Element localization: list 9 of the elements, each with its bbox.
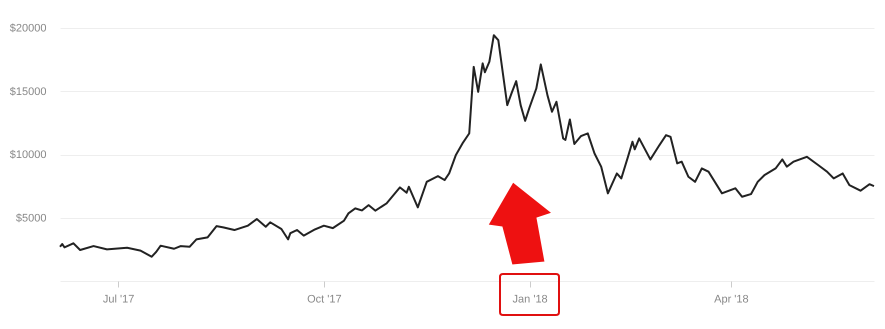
y-tick-label: $10000 xyxy=(10,149,46,161)
y-tick-label: $15000 xyxy=(10,86,46,98)
x-tick-label: Jan '18 xyxy=(512,294,548,306)
x-tick-label: Jul '17 xyxy=(102,294,134,306)
x-tick-label: Oct '17 xyxy=(307,294,342,306)
y-tick-label: $20000 xyxy=(10,22,46,34)
x-tick-label: Apr '18 xyxy=(714,294,749,306)
line-series xyxy=(59,34,875,258)
y-tick-label: $5000 xyxy=(16,212,46,224)
